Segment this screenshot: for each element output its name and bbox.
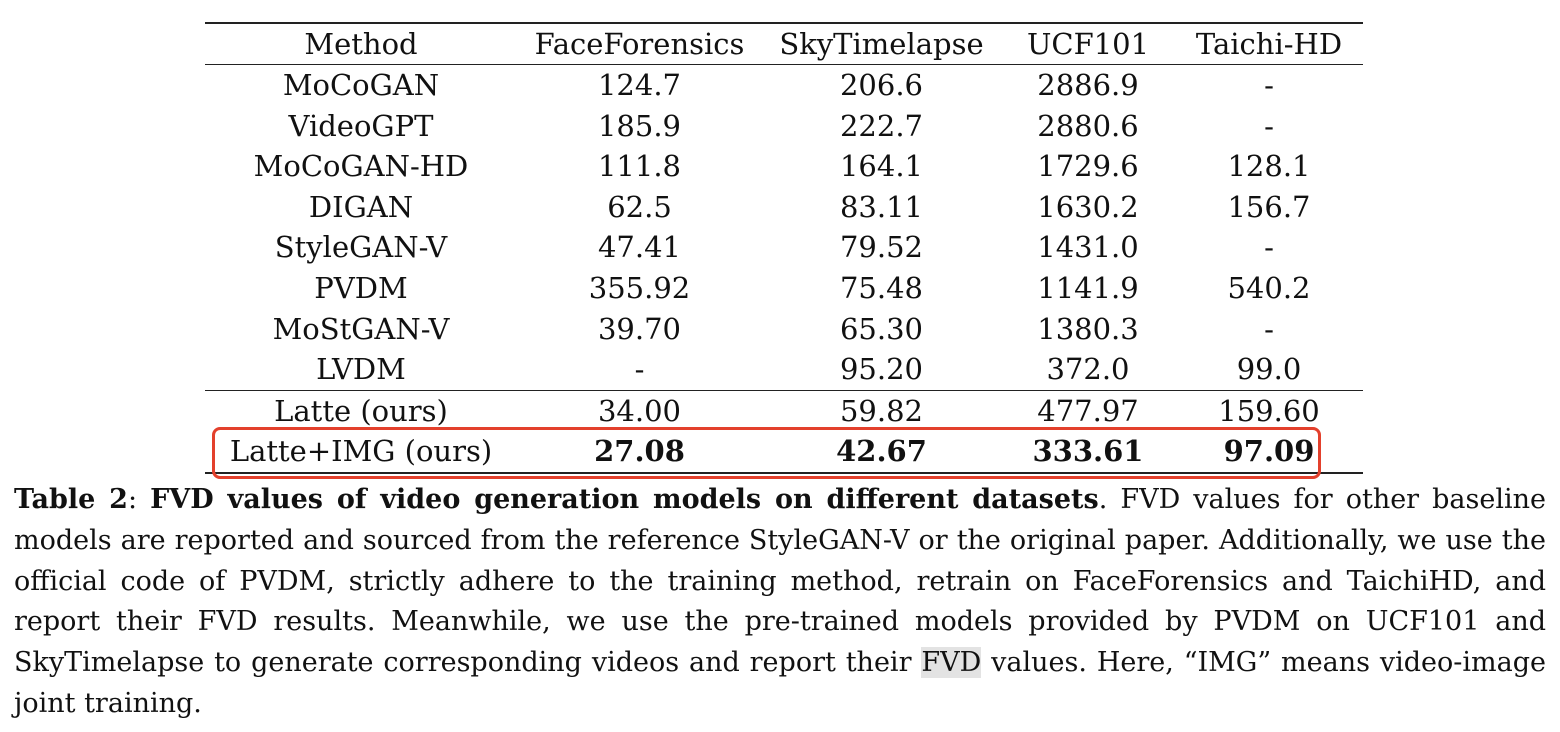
table-row-ours-best: Latte+IMG (ours) 27.08 42.67 333.61 97.0… (205, 431, 1363, 473)
value-cell: 75.48 (839, 270, 924, 305)
caption-body-end: values. Here, “IMG” means video-image jo… (14, 647, 1546, 719)
value-cell: 164.1 (839, 149, 924, 184)
value-cell: 2880.6 (1037, 108, 1139, 143)
value-cell: 83.11 (839, 189, 924, 224)
method-cell: MoCoGAN-HD (253, 149, 469, 184)
value-cell: 477.97 (1037, 393, 1139, 428)
value-cell: 156.7 (1227, 189, 1311, 224)
value-cell: - (1264, 68, 1274, 102)
table-row: StyleGAN-V 47.41 79.52 1431.0 - (205, 227, 1363, 268)
table-row: MoCoGAN 124.7 206.6 2886.9 - (205, 65, 1363, 106)
value-cell: 540.2 (1227, 270, 1311, 305)
header-ucf101: UCF101 (1026, 27, 1150, 61)
value-cell: 59.82 (839, 393, 924, 428)
header-method: Method (304, 27, 418, 61)
value-cell: - (1264, 230, 1274, 265)
table-row: PVDM 355.92 75.48 1141.9 540.2 (205, 268, 1363, 309)
value-cell: 159.60 (1218, 393, 1320, 428)
value-cell: 185.9 (597, 108, 682, 143)
method-cell: StyleGAN-V (274, 230, 448, 265)
fvd-results-table: Method FaceForensics SkyTimelapse UCF101… (205, 22, 1363, 474)
header-faceforensics: FaceForensics (534, 27, 745, 61)
caption-highlighted-term: FVD (921, 647, 982, 679)
value-cell: 1380.3 (1037, 311, 1139, 346)
caption-label: Table 2 (14, 484, 128, 515)
value-cell: - (1264, 311, 1274, 346)
value-cell: 111.8 (597, 149, 682, 184)
method-cell: LVDM (316, 352, 406, 387)
table-row: DIGAN 62.5 83.11 1630.2 156.7 (205, 187, 1363, 228)
value-cell: 1141.9 (1037, 270, 1139, 305)
best-value-cell: 27.08 (594, 434, 685, 469)
value-cell: 62.5 (607, 189, 672, 224)
method-cell: MoCoGAN (282, 68, 440, 102)
value-cell: 1630.2 (1037, 189, 1139, 224)
method-cell: Latte (ours) (274, 393, 448, 428)
value-cell: - (1264, 108, 1274, 143)
value-cell: 124.7 (597, 68, 682, 102)
header-skytimelapse: SkyTimelapse (779, 27, 984, 61)
table-row: VideoGPT 185.9 222.7 2880.6 - (205, 106, 1363, 147)
value-cell: 2886.9 (1037, 68, 1139, 102)
value-cell: 1729.6 (1037, 149, 1139, 184)
value-cell: 222.7 (839, 108, 924, 143)
table-row-ours: Latte (ours) 34.00 59.82 477.97 159.60 (205, 390, 1363, 431)
value-cell: 1431.0 (1037, 230, 1139, 265)
best-value-cell: 42.67 (836, 434, 927, 469)
best-value-cell: 97.09 (1223, 434, 1315, 469)
caption-title: FVD values of video generation models on… (150, 484, 1099, 515)
value-cell: 99.0 (1236, 352, 1302, 387)
table-row: MoStGAN-V 39.70 65.30 1380.3 - (205, 309, 1363, 350)
value-cell: 79.52 (839, 230, 924, 265)
method-cell: VideoGPT (288, 108, 434, 143)
value-cell: 65.30 (839, 311, 924, 346)
value-cell: 95.20 (839, 352, 924, 387)
caption-body: . FVD values for other baseline models a… (14, 484, 1546, 679)
value-cell: 128.1 (1227, 149, 1311, 184)
method-cell: Latte+IMG (ours) (229, 434, 493, 469)
value-cell: 47.41 (597, 230, 682, 265)
value-cell: 206.6 (839, 68, 924, 102)
value-cell: 34.00 (597, 393, 682, 428)
caption-separator: : (127, 484, 151, 515)
method-cell: DIGAN (308, 189, 414, 224)
value-cell: 39.70 (597, 311, 682, 346)
table-caption: Table 2: FVD values of video generation … (14, 480, 1546, 725)
table-header-row: Method FaceForensics SkyTimelapse UCF101… (205, 23, 1363, 65)
value-cell: - (634, 352, 645, 387)
value-cell: 372.0 (1046, 352, 1130, 387)
method-cell: PVDM (314, 270, 408, 305)
best-value-cell: 333.61 (1032, 434, 1144, 469)
value-cell: 355.92 (588, 270, 691, 305)
table-row: LVDM - 95.20 372.0 99.0 (205, 349, 1363, 390)
header-taichi-hd: Taichi-HD (1195, 27, 1343, 61)
table-row: MoCoGAN-HD 111.8 164.1 1729.6 128.1 (205, 146, 1363, 187)
method-cell: MoStGAN-V (272, 311, 450, 346)
results-table-container: Method FaceForensics SkyTimelapse UCF101… (205, 22, 1363, 474)
